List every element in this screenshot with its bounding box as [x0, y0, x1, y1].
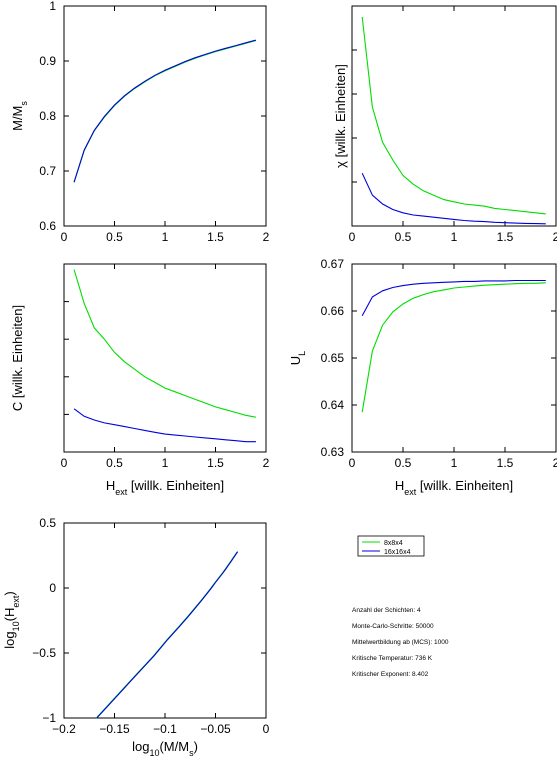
y-tick-label: 0.8	[39, 109, 56, 123]
tick-labels-x: 0 0.5 1 1.5 2	[61, 264, 270, 470]
info-critical-exponent: Kritischer Exponent: 8.402	[352, 671, 429, 678]
series-group	[73, 39, 257, 183]
x-tick-label: −0.15	[99, 722, 130, 736]
series-group	[361, 279, 546, 413]
x-tick-label: 0	[61, 456, 68, 470]
tick-labels-x: −0.2 −0.15 −0.1 −0.05 0	[52, 523, 270, 736]
series-line-16x16x4	[361, 279, 546, 316]
tick-labels-y: 0.63 0.64 0.65 0.66 0.67	[321, 257, 556, 459]
x-tick-label: 0	[61, 230, 68, 244]
x-tick-label: 0.5	[106, 230, 123, 244]
info-mc-steps: Monte-Carlo-Schritte: 50000	[352, 623, 434, 630]
x-tick-label: −0.1	[153, 722, 177, 736]
x-tick-label: 2	[553, 456, 557, 470]
tick-labels-y: −1 −0.5 0 0.5	[32, 516, 266, 725]
x-tick-label: 1	[451, 230, 458, 244]
series-line-16x16x4	[96, 551, 239, 719]
x-tick-label: −0.05	[200, 722, 231, 736]
info-layers: Anzahl der Schichten: 4	[352, 607, 421, 614]
series-line-8x8x4	[361, 16, 546, 215]
series-line-8x8x4	[361, 282, 546, 413]
x-tick-label: 0	[349, 230, 356, 244]
info-averaging: Mittelwertbildung ab (MCS): 1000	[352, 639, 449, 646]
x-tick-label: 2	[263, 230, 270, 244]
y-tick-label: 0.9	[39, 54, 56, 68]
x-tick-label: 2	[553, 230, 557, 244]
x-tick-label: 1.5	[497, 456, 514, 470]
series-group	[95, 551, 239, 719]
panel-loglog: −0.2 −0.15 −0.1 −0.05 0 −1 −0.5 0 0.5 log10(Hex…	[2, 516, 270, 757]
plot-frame	[63, 5, 267, 227]
ylabel-heat-capacity: C [willk. Einheiten]	[10, 305, 25, 411]
simulation-info: Anzahl der Schichten: 4 Monte-Carlo-Schr…	[352, 607, 449, 678]
ylabel-magnetization: M/Ms	[10, 101, 29, 131]
tick-labels-x: 0 0.5 1 1.5 2	[349, 264, 557, 470]
panel-susceptibility: 0 0.5 1 1.5 2 χ [willk. Einheiten]	[333, 5, 557, 244]
x-tick-label: 1	[162, 230, 169, 244]
plot-frame	[351, 5, 557, 227]
tick-labels-x: 0 0.5 1 1.5 2	[349, 6, 557, 244]
series-line-16x16x4	[73, 39, 257, 183]
y-tick-label: 0.7	[39, 164, 56, 178]
ylabel-loglog: log10(Hext)	[2, 591, 21, 648]
series-group	[73, 269, 257, 443]
xlabel-binder: Hext [willk. Einheiten]	[395, 478, 513, 497]
y-tick-label: 0.67	[321, 257, 345, 271]
y-tick-label: 1	[49, 0, 56, 13]
y-tick-label: −1	[42, 711, 56, 725]
tick-labels-y	[64, 301, 69, 415]
legend: 8x8x4 16x16x4	[357, 535, 425, 557]
x-tick-label: 1	[162, 456, 169, 470]
x-tick-label: 1	[451, 456, 458, 470]
y-tick-label: 0.5	[39, 516, 56, 530]
xlabel-loglog: log10(M/Ms)	[132, 739, 198, 757]
tick-labels-y: 0.6 0.7 0.8 0.9 1	[39, 0, 266, 233]
panel-heat-capacity: 0 0.5 1 1.5 2 C [willk. Einheiten] Hext [wil…	[10, 263, 270, 497]
x-tick-label: 1.5	[497, 230, 514, 244]
xlabel-heat-capacity: Hext [willk. Einheiten]	[106, 478, 224, 497]
y-tick-label: 0.64	[321, 398, 345, 412]
x-tick-label: 1.5	[207, 230, 224, 244]
plot-frame	[63, 263, 267, 453]
series-line-8x8x4	[73, 269, 257, 418]
plot-frame	[63, 522, 267, 719]
y-tick-label: 0.66	[321, 304, 345, 318]
tick-labels-x: 0 0.5 1 1.5 2	[61, 6, 270, 244]
panel-magnetization: 0 0.5 1 1.5 2 0.6 0.7 0.8 0.9 1 M/Ms	[10, 0, 270, 244]
y-tick-label: 0.63	[321, 445, 345, 459]
y-tick-label: 0.65	[321, 351, 345, 365]
series-line-8x8x4	[73, 40, 257, 183]
x-tick-label: 0	[263, 722, 270, 736]
ylabel-binder: UL	[288, 351, 307, 365]
series-group	[361, 16, 546, 225]
x-tick-label: 1.5	[207, 456, 224, 470]
series-line-8x8x4	[95, 551, 238, 719]
legend-label-16x16x4: 16x16x4	[384, 549, 411, 556]
x-tick-label: 0.5	[106, 456, 123, 470]
y-tick-label: 0.6	[39, 219, 56, 233]
x-tick-label: −0.2	[52, 722, 76, 736]
y-tick-label: −0.5	[32, 646, 56, 660]
x-tick-label: 2	[263, 456, 270, 470]
series-line-16x16x4	[73, 408, 256, 443]
ylabel-susceptibility: χ [willk. Einheiten]	[333, 64, 348, 168]
series-line-16x16x4	[361, 172, 546, 225]
x-tick-label: 0.5	[395, 456, 412, 470]
plot-frame	[351, 263, 557, 453]
info-critical-temperature: Kritische Temperatur: 736 K	[352, 655, 433, 662]
legend-label-8x8x4: 8x8x4	[384, 540, 403, 547]
x-tick-label: 0.5	[395, 230, 412, 244]
panel-binder: 0 0.5 1 1.5 2 0.63 0.64 0.65 0.66 0.67 UL Hext […	[288, 257, 557, 497]
y-tick-label: 0	[49, 581, 56, 595]
x-tick-label: 0	[349, 456, 356, 470]
tick-labels-y	[352, 49, 357, 183]
